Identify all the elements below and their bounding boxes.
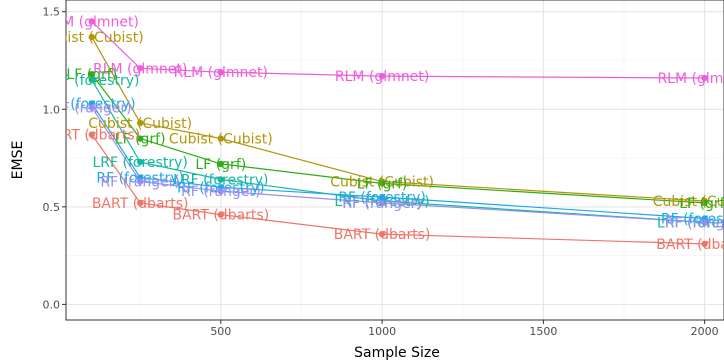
data-point xyxy=(88,76,96,84)
data-point xyxy=(88,70,96,78)
point-label: RF (forestry) xyxy=(177,180,265,196)
point-label: RF (forestry) xyxy=(338,190,426,206)
point-label: RLM (glmnet) xyxy=(174,65,268,81)
point-label: LF (grf) xyxy=(679,196,724,212)
point-label: Cubist (Cubist) xyxy=(653,194,724,210)
point-label: BART (dbarts) xyxy=(334,227,431,243)
axes: 500 1000 1500 2000 0.0 0.5 1.0 1.5 xyxy=(43,6,719,338)
data-point xyxy=(217,160,225,168)
data-point xyxy=(217,211,225,218)
data-point xyxy=(88,104,96,111)
point-label: RLM (glmnet) xyxy=(657,71,724,87)
point-label: BART (dbarts) xyxy=(43,128,140,144)
point-label: Cubist (Cubist) xyxy=(88,116,192,132)
panel-border xyxy=(65,0,724,321)
data-point xyxy=(701,240,708,248)
data-point xyxy=(88,131,96,138)
data-point xyxy=(88,18,96,25)
point-label: LF (grf) xyxy=(66,67,117,83)
point-label: RF (ranger) xyxy=(181,184,261,200)
point-label: LRF (forestry) xyxy=(657,215,724,231)
point-label: RF (ranger) xyxy=(342,196,422,212)
x-tick-label: 1000 xyxy=(368,325,396,338)
point-label: RF (forestry) xyxy=(96,171,184,187)
point-label: RF (forestry) xyxy=(661,212,724,228)
point-label: Cubist (Cubist) xyxy=(169,132,273,148)
data-point xyxy=(136,158,144,166)
data-point xyxy=(701,199,708,207)
point-label: RLM (glmnet) xyxy=(93,61,187,77)
point-label: RLM (glmnet) xyxy=(335,69,429,85)
point-label: LF (grf) xyxy=(195,157,246,173)
point-label: Cubist (Cubist) xyxy=(330,174,434,190)
point-label: LF (grf) xyxy=(357,176,408,192)
y-tick-label: 1.5 xyxy=(43,6,61,19)
data-point xyxy=(701,219,708,226)
x-tick-label: 500 xyxy=(210,325,231,338)
point-label: LRF (forestry) xyxy=(93,155,188,171)
point-label: RF (ranger) xyxy=(665,215,724,231)
data-point xyxy=(88,33,96,41)
data-point xyxy=(378,230,386,238)
point-label: Cubist (Cubist) xyxy=(40,30,144,46)
data-point xyxy=(136,199,144,207)
point-label: LRF (forestry) xyxy=(44,73,139,89)
y-tick-label: 0.5 xyxy=(43,201,61,214)
point-label: RF (ranger) xyxy=(100,174,180,190)
y-tick-label: 1.0 xyxy=(43,103,61,116)
data-point xyxy=(136,178,144,185)
data-point xyxy=(217,188,225,195)
data-point xyxy=(378,72,386,80)
point-label: LRF (forestry) xyxy=(173,173,268,189)
x-axis-title: Sample Size xyxy=(354,345,440,361)
point-label: LRF (forestry) xyxy=(334,194,429,210)
data-point xyxy=(217,68,225,76)
x-tick-label: 1500 xyxy=(529,325,557,338)
x-tick-label: 2000 xyxy=(691,325,719,338)
data-point xyxy=(378,180,386,187)
point-label: RLM (glmnet) xyxy=(45,14,139,30)
y-tick-label: 0.0 xyxy=(43,298,61,311)
data-point xyxy=(136,119,144,127)
data-point xyxy=(136,135,144,142)
y-axis-title: EMSE xyxy=(10,141,26,180)
data-point xyxy=(378,199,386,207)
data-point xyxy=(378,193,386,201)
data-point xyxy=(701,74,708,82)
grid-lines xyxy=(66,0,724,320)
point-label: BART (dbarts) xyxy=(656,237,724,253)
data-point xyxy=(136,65,144,72)
plot-area: RLM (glmnet)RLM (glmnet)RLM (glmnet) RLM … xyxy=(40,14,724,253)
panel-frame xyxy=(65,0,724,321)
data-point xyxy=(217,176,225,183)
point-label: RF (forestry) xyxy=(48,96,136,112)
point-label: BART (dbarts) xyxy=(172,208,269,224)
point-label: BART (dbarts) xyxy=(92,196,189,212)
data-point xyxy=(217,135,225,142)
point-label: RF (ranger) xyxy=(52,100,132,116)
point-label: LF (grf) xyxy=(115,132,166,148)
